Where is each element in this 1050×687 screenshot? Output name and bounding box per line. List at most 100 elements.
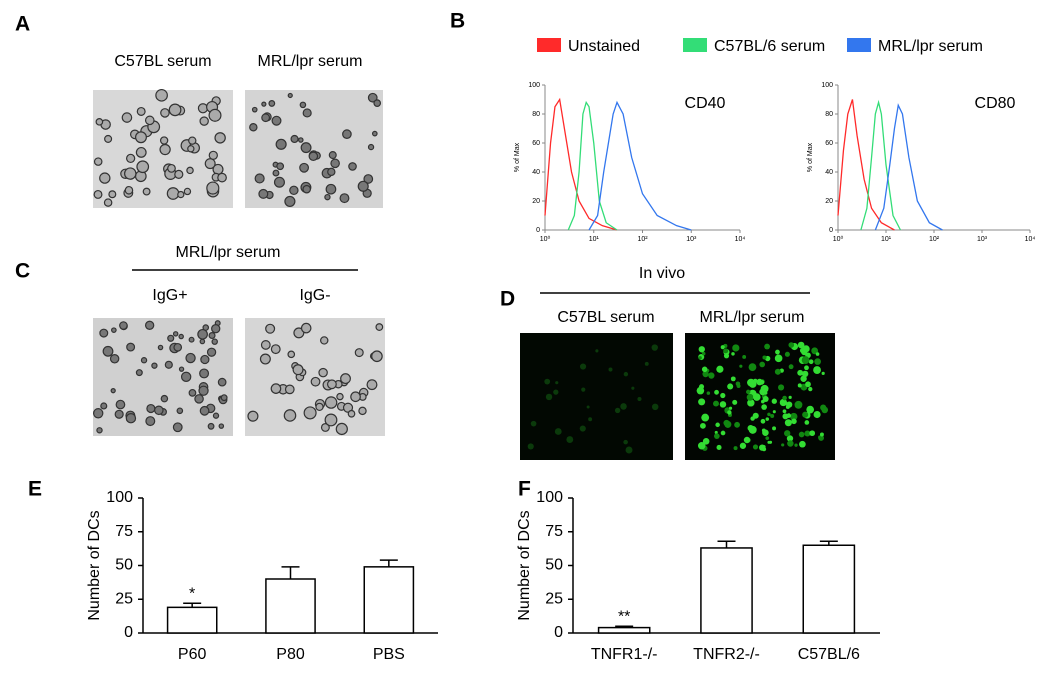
fluorescent-cell <box>804 420 810 425</box>
cell <box>188 388 197 397</box>
fluorescent-cell <box>736 383 741 388</box>
cell <box>299 162 310 173</box>
fluorescent-cell <box>748 425 757 434</box>
cell <box>115 399 126 410</box>
bar <box>363 566 415 634</box>
x-tick-label: 10⁴ <box>1025 236 1036 243</box>
cell <box>254 173 265 184</box>
x-tick-label: 10⁰ <box>540 235 551 243</box>
histogram-line <box>874 103 943 231</box>
caption: MRL/lpr serum <box>176 244 281 261</box>
cell <box>135 369 143 377</box>
cell <box>302 184 311 194</box>
bar <box>265 578 316 634</box>
legend-swatch <box>847 38 871 52</box>
fluorescent-cell <box>813 366 821 374</box>
cell <box>124 185 134 195</box>
fluorescent-cell <box>720 392 726 399</box>
cell <box>270 344 281 355</box>
fluorescent-cell <box>697 442 706 450</box>
cell <box>164 360 173 369</box>
error-bar <box>615 625 634 628</box>
cell <box>176 407 184 415</box>
fluorescent-cell <box>579 363 587 370</box>
cell <box>187 145 195 153</box>
fluorescent-cell <box>581 387 586 392</box>
cell <box>199 405 210 416</box>
cell <box>217 172 227 183</box>
cell <box>202 324 210 331</box>
fluorescent-cell <box>764 391 768 395</box>
fluorescent-cell <box>772 426 777 431</box>
fluorescent-cell <box>733 446 738 451</box>
cell <box>185 352 196 364</box>
fluorescent-cell <box>774 354 783 363</box>
fluorescent-cell <box>788 342 795 348</box>
cell <box>102 345 114 357</box>
cell <box>166 187 180 200</box>
panel-label: E <box>28 478 42 501</box>
cell <box>298 137 304 143</box>
cell <box>160 108 170 118</box>
cell <box>363 174 374 184</box>
fluorescent-cell <box>797 383 802 388</box>
legend-swatch <box>537 38 561 52</box>
y-tick-label: 100 <box>536 489 563 506</box>
cell <box>204 158 216 170</box>
fluorescent-cell <box>800 375 807 382</box>
cell <box>119 321 128 330</box>
panel-label: F <box>518 478 531 501</box>
cell <box>186 166 194 175</box>
fluorescent-cell <box>787 440 794 447</box>
fluorescent-cell <box>759 379 765 385</box>
cell <box>302 108 312 118</box>
fluorescent-cell <box>720 345 725 350</box>
cell <box>261 113 271 123</box>
cell <box>93 189 103 199</box>
fluorescent-cell <box>527 443 534 450</box>
fluorescent-cell <box>815 352 820 356</box>
cell <box>208 331 216 340</box>
cell <box>111 327 117 334</box>
cell <box>357 180 369 192</box>
y-tick-label: 60 <box>532 140 540 147</box>
histogram-line <box>837 99 895 231</box>
cell <box>92 408 104 419</box>
cell <box>251 106 258 113</box>
fluorescent-cell <box>772 410 776 414</box>
fluorescent-cell <box>742 355 747 359</box>
fluorescent-cell <box>768 440 773 444</box>
fluorescent-cell <box>797 341 805 349</box>
cell <box>114 409 124 419</box>
fluorescent-cell <box>719 401 727 408</box>
cell <box>258 188 269 199</box>
cell <box>354 348 364 358</box>
cell <box>208 108 222 122</box>
caption: C57BL serum <box>557 309 654 326</box>
fluorescent-cell <box>794 443 798 447</box>
cell <box>330 158 340 169</box>
cell <box>109 354 120 364</box>
fluorescent-cell <box>799 440 806 448</box>
fluorescent-cell <box>644 361 649 366</box>
cell <box>110 388 116 394</box>
cell <box>328 151 337 160</box>
cell <box>212 412 220 419</box>
fluorescent-cell <box>761 404 767 410</box>
cell <box>287 350 296 359</box>
fluorescent-cell <box>544 378 551 385</box>
cell <box>154 405 164 416</box>
cell <box>214 132 226 144</box>
fluorescent-cell <box>791 418 797 425</box>
histogram-line <box>567 100 618 231</box>
cell <box>155 88 168 102</box>
cell <box>126 342 136 352</box>
cell <box>300 142 312 154</box>
fluorescent-cell <box>806 405 815 414</box>
y-tick-label: 75 <box>115 523 133 540</box>
fluorescent-cell <box>732 399 738 405</box>
cell <box>315 402 324 412</box>
x-tick-label: 10⁴ <box>735 236 746 243</box>
cell <box>199 368 210 379</box>
y-tick-label: 0 <box>829 227 833 234</box>
